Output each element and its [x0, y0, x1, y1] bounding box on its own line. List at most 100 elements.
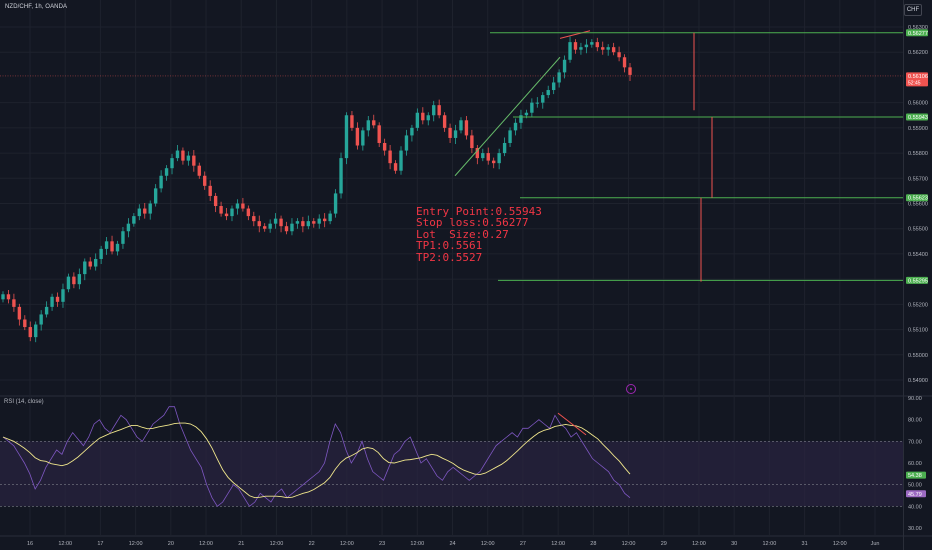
time-tick-label: 27	[520, 541, 526, 547]
candle-body	[344, 115, 349, 159]
symbol-title[interactable]: NZD/CHF, 1h, OANDA	[5, 4, 68, 10]
candle-body	[12, 299, 16, 307]
candle-body	[519, 115, 523, 123]
candle-body	[421, 112, 425, 121]
candle-body	[590, 42, 594, 45]
divergence-line	[559, 30, 591, 39]
candle-body	[137, 208, 141, 217]
rsi-title[interactable]: RSI (14, close)	[4, 399, 44, 405]
candle-body	[481, 153, 485, 159]
price-label-box	[906, 72, 928, 87]
candle-body	[197, 165, 201, 176]
currency-button[interactable]: CHF	[904, 4, 922, 16]
candle-body	[426, 115, 430, 121]
time-tick-label: 12:00	[410, 541, 424, 547]
candle-body	[143, 208, 147, 214]
candle-body	[241, 203, 245, 209]
price-label-box	[906, 276, 928, 284]
time-tick-label: 12:00	[551, 541, 565, 547]
candle-body	[230, 208, 234, 217]
candle-body	[611, 47, 616, 53]
candle-body	[470, 135, 474, 149]
time-tick-label: 16	[27, 541, 33, 547]
candle-body	[372, 120, 376, 126]
candle-body	[110, 241, 114, 252]
time-tick-label: 12:00	[622, 541, 636, 547]
candle-body	[257, 221, 261, 227]
candle-body	[568, 42, 572, 60]
candle-body	[50, 296, 54, 307]
candle-body	[317, 218, 321, 224]
candle-body	[34, 324, 38, 338]
time-tick-label: 20	[168, 541, 174, 547]
candle-body	[524, 112, 529, 116]
candle-body	[322, 218, 327, 222]
time-tick-label: 29	[661, 541, 667, 547]
price-tick-label: 0.54900	[908, 378, 928, 384]
candle-body	[573, 42, 578, 50]
candle-body	[393, 163, 398, 171]
candle-body	[312, 221, 316, 224]
candle-body	[159, 175, 163, 189]
candle-body	[55, 296, 60, 302]
candle-body	[17, 306, 22, 320]
price-label-countdown: 52:45	[908, 80, 921, 86]
price-axis[interactable]: 0.56300 0.56200 0.56000 0.55900 0.55800 0.557…	[906, 25, 928, 532]
time-tick-label: 12:00	[481, 541, 495, 547]
candle-body	[492, 160, 496, 164]
time-tick-label: 21	[238, 541, 244, 547]
candle-body	[617, 52, 621, 58]
rsi-tick-label: 30.00	[908, 526, 922, 532]
candle-body	[153, 188, 158, 204]
candle-body	[486, 153, 490, 161]
candle-body	[432, 105, 436, 116]
rsi-value-label: 45.79	[908, 492, 922, 498]
candle-body	[93, 258, 98, 267]
candle-body	[513, 122, 518, 131]
price-tick-label: 0.55400	[908, 252, 928, 258]
candle-body	[535, 102, 540, 104]
time-tick-label: 12:00	[129, 541, 143, 547]
price-tick-label: 0.55200	[908, 302, 928, 308]
candle-body	[377, 125, 381, 143]
candle-body	[72, 276, 76, 285]
candle-body	[388, 150, 392, 164]
time-tick-label: 12:00	[340, 541, 354, 547]
price-tick-label: 0.56300	[908, 25, 928, 31]
replay-clock-icon[interactable]	[626, 384, 636, 394]
rsi-value-box	[906, 471, 926, 479]
candle-body	[328, 213, 332, 222]
annotation-line: Entry Point:0.55943	[416, 205, 542, 218]
candle-body	[99, 248, 103, 259]
candle-body	[295, 221, 300, 224]
level-lines	[0, 30, 903, 282]
candle-body	[442, 115, 447, 128]
candle-body	[541, 95, 545, 103]
price-tick-label: 0.55600	[908, 202, 928, 208]
candle-body	[306, 221, 311, 227]
time-tick-label: 12:00	[692, 541, 706, 547]
candle-body	[399, 150, 403, 171]
candle-body	[382, 142, 387, 151]
time-axis[interactable]: 16 12:00 17 12:00 20 12:00 21 12:00 22 12:00 23 12:…	[27, 541, 880, 547]
time-tick-label: 12:00	[833, 541, 847, 547]
candle-body	[628, 67, 632, 75]
rsi-tick-label: 40.00	[908, 504, 922, 510]
candle-body	[192, 155, 196, 166]
price-label: 0.55623	[908, 196, 928, 202]
candle-body	[77, 274, 82, 285]
candle-body	[213, 195, 218, 207]
rsi-tick-label: 70.00	[908, 439, 922, 445]
time-tick-label: 12:00	[58, 541, 72, 547]
candle-body	[219, 206, 223, 214]
candle-body	[132, 216, 136, 224]
candle-body	[121, 231, 125, 244]
candle-body	[557, 72, 561, 83]
candle-body	[290, 223, 294, 232]
candle-body	[464, 120, 469, 136]
rsi-tick-label: 60.00	[908, 461, 922, 467]
candle-body	[263, 226, 267, 229]
candle-body	[366, 120, 370, 131]
candle-body	[279, 218, 283, 227]
